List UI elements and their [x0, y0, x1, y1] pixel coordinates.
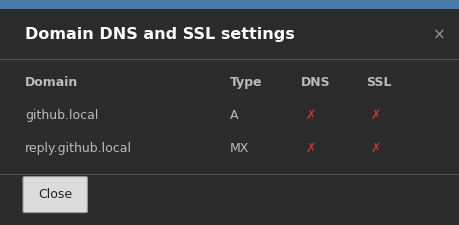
FancyBboxPatch shape — [0, 0, 459, 9]
Text: github.local: github.local — [25, 109, 99, 122]
Text: Close: Close — [38, 188, 72, 201]
Text: ✗: ✗ — [305, 142, 316, 155]
Text: A: A — [230, 109, 238, 122]
Text: SSL: SSL — [365, 76, 390, 89]
FancyBboxPatch shape — [23, 177, 87, 213]
Text: ✗: ✗ — [305, 109, 316, 122]
Text: reply.github.local: reply.github.local — [25, 142, 132, 155]
Text: ✗: ✗ — [369, 142, 380, 155]
Text: Domain DNS and SSL settings: Domain DNS and SSL settings — [25, 27, 294, 42]
Text: MX: MX — [230, 142, 249, 155]
Text: Type: Type — [230, 76, 262, 89]
Text: ×: × — [432, 27, 445, 42]
Text: Domain: Domain — [25, 76, 78, 89]
Text: ✗: ✗ — [369, 109, 380, 122]
Text: DNS: DNS — [301, 76, 330, 89]
